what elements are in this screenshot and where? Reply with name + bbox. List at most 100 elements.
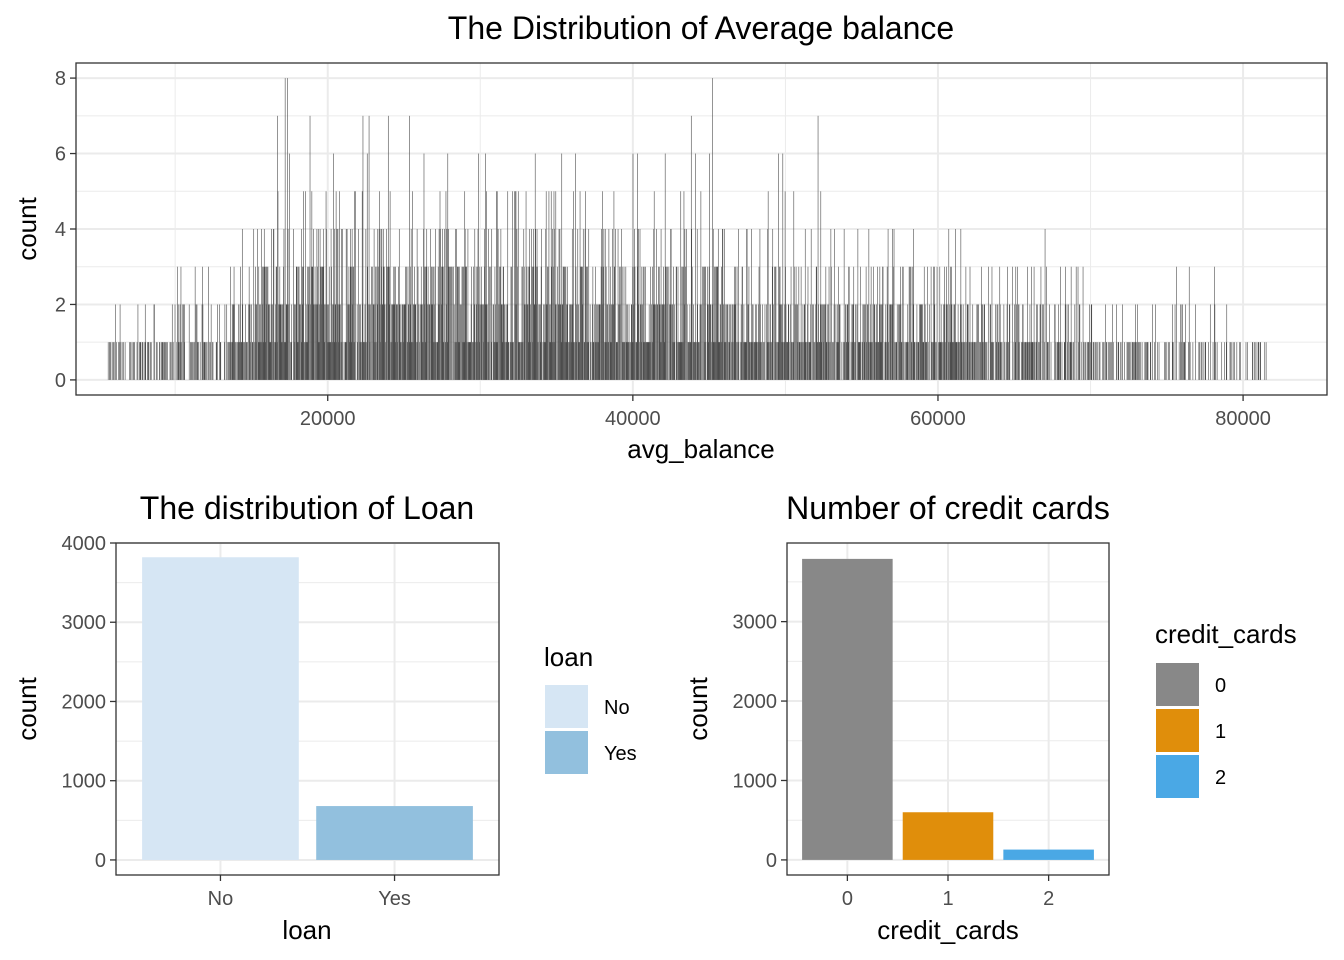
hist-bar	[503, 304, 505, 380]
hist-bar	[166, 342, 167, 380]
hist-bar	[654, 304, 655, 380]
hist-bar	[532, 266, 534, 380]
hist-bar	[530, 304, 531, 380]
hist-bar	[409, 304, 411, 380]
hist-bar	[632, 153, 634, 380]
hist-bar	[950, 304, 952, 380]
hist-bar	[809, 342, 811, 380]
hist-bar	[171, 304, 173, 380]
hist-bar	[482, 304, 483, 380]
hist-bar	[734, 304, 736, 380]
hist-bar	[949, 304, 951, 380]
hist-bar	[919, 304, 921, 380]
hist-bar	[305, 191, 306, 380]
hist-bar	[147, 342, 148, 380]
hist-bar	[365, 229, 367, 380]
hist-bar	[921, 304, 922, 380]
hist-bar	[863, 304, 865, 380]
hist-bar	[877, 266, 878, 380]
hist-bar	[932, 342, 934, 380]
hist-bar	[520, 342, 521, 380]
hist-bar	[183, 342, 185, 380]
hist-bar	[746, 229, 748, 380]
hist-bar	[130, 342, 132, 380]
hist-bar	[422, 304, 423, 380]
hist-bar	[684, 304, 685, 380]
hist-bar	[538, 304, 540, 380]
cards-bar-1	[902, 812, 994, 860]
hist-bar	[473, 266, 474, 380]
hist-bar	[519, 342, 520, 380]
hist-bar	[420, 266, 422, 380]
hist-bar	[375, 266, 376, 380]
hist-bar	[379, 304, 381, 380]
hist-bar	[668, 266, 670, 380]
hist-bar	[845, 304, 846, 380]
hist-bar	[680, 266, 682, 380]
hist-bar	[1137, 342, 1139, 380]
hist-bar	[457, 266, 458, 380]
hist-bar	[1129, 342, 1131, 380]
hist-bar	[269, 304, 271, 380]
hist-bar	[636, 342, 637, 380]
hist-bar	[855, 304, 856, 380]
hist-bar	[868, 342, 869, 380]
hist-bar	[171, 342, 173, 380]
hist-bar	[1172, 342, 1174, 380]
hist-bar	[564, 266, 566, 380]
hist-bar	[806, 342, 807, 380]
hist-bar	[226, 304, 228, 380]
hist-bar	[589, 304, 591, 380]
hist-bar	[775, 266, 776, 380]
hist-bar	[582, 266, 584, 380]
hist-bar	[708, 266, 710, 380]
hist-bar	[369, 304, 370, 380]
hist-bar	[502, 266, 504, 380]
hist-bar	[587, 342, 589, 380]
hist-bar	[666, 266, 667, 380]
hist-bar	[1058, 342, 1060, 380]
hist-bar	[279, 304, 280, 380]
hist-bar	[648, 342, 650, 380]
hist-bar	[769, 342, 770, 380]
hist-bar	[258, 266, 260, 380]
cards-bar-2	[1003, 849, 1094, 860]
hist-bar	[362, 304, 363, 380]
hist-bar	[813, 342, 815, 380]
hist-bar	[678, 342, 680, 380]
hist-bar	[874, 304, 876, 380]
hist-bar	[800, 266, 802, 380]
hist-bar	[841, 342, 843, 380]
hist-bar	[712, 229, 714, 380]
hist-bar	[426, 229, 428, 380]
hist-bar	[522, 342, 524, 380]
hist-bar	[432, 342, 434, 380]
hist-bar	[289, 153, 290, 380]
hist-bar	[220, 342, 222, 380]
hist-bar	[795, 266, 797, 380]
hist-bar	[903, 342, 905, 380]
hist-bar	[672, 342, 674, 380]
hist-bar	[375, 342, 377, 380]
hist-bar	[336, 342, 337, 380]
hist-bar	[993, 342, 995, 380]
hist-bar	[939, 266, 941, 380]
hist-bar	[657, 304, 659, 380]
hist-bar	[996, 342, 997, 380]
hist-bar	[338, 342, 339, 380]
loan-bar-yes	[316, 806, 473, 860]
hist-bar	[1015, 342, 1016, 380]
hist-bar	[629, 342, 631, 380]
hist-bar	[936, 266, 938, 380]
hist-bar	[660, 229, 662, 380]
hist-bar	[578, 304, 579, 380]
hist-bar	[331, 342, 333, 380]
hist-bar	[316, 229, 318, 380]
hist-bar	[898, 304, 899, 380]
hist-bar	[501, 304, 503, 380]
hist-bar	[224, 304, 226, 380]
hist-bar	[890, 304, 891, 380]
hist-bar	[886, 266, 888, 380]
